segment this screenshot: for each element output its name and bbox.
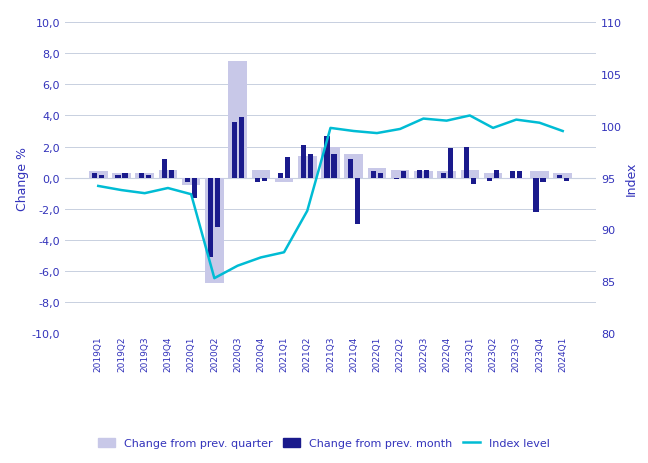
Index level bbox=[489, 126, 497, 131]
Index level bbox=[303, 208, 311, 214]
Y-axis label: Index: Index bbox=[625, 161, 638, 195]
Bar bbox=[185, 178, 191, 183]
Bar bbox=[540, 178, 546, 183]
Bar bbox=[115, 175, 121, 178]
Bar bbox=[394, 178, 399, 180]
Index level bbox=[327, 126, 334, 131]
Bar bbox=[238, 118, 244, 178]
Bar bbox=[424, 170, 430, 178]
Bar bbox=[414, 172, 433, 178]
Bar bbox=[517, 172, 522, 178]
Index level bbox=[95, 184, 102, 189]
Index level bbox=[536, 121, 544, 126]
Bar bbox=[89, 172, 108, 178]
Index level bbox=[141, 191, 148, 197]
Bar bbox=[371, 172, 376, 178]
Index level bbox=[234, 263, 242, 269]
Index level bbox=[117, 188, 125, 194]
Bar bbox=[146, 175, 151, 178]
Index level bbox=[513, 118, 520, 123]
Line: Index level: Index level bbox=[98, 116, 562, 279]
Bar bbox=[321, 147, 340, 178]
Bar bbox=[122, 174, 128, 178]
Bar bbox=[417, 170, 422, 178]
Bar bbox=[553, 174, 572, 178]
Bar bbox=[441, 174, 446, 178]
Bar bbox=[139, 174, 144, 178]
Bar bbox=[448, 149, 453, 178]
Index level bbox=[164, 186, 172, 191]
Bar bbox=[401, 172, 406, 178]
Bar bbox=[533, 178, 538, 213]
Bar bbox=[205, 178, 224, 284]
Bar bbox=[169, 170, 174, 178]
Bar bbox=[308, 155, 313, 178]
Index level bbox=[466, 113, 474, 119]
Bar bbox=[391, 170, 410, 178]
Bar bbox=[285, 158, 290, 178]
Bar bbox=[301, 146, 307, 178]
Bar bbox=[112, 174, 131, 178]
Bar bbox=[275, 178, 294, 183]
Bar bbox=[182, 178, 200, 186]
Bar bbox=[255, 178, 260, 183]
Bar bbox=[278, 174, 283, 178]
Legend: Change from prev. quarter, Change from prev. month, Index level: Change from prev. quarter, Change from p… bbox=[94, 433, 554, 453]
Bar bbox=[461, 170, 479, 178]
Bar bbox=[208, 178, 213, 257]
Bar bbox=[162, 160, 167, 178]
Bar bbox=[325, 137, 330, 178]
Y-axis label: Change %: Change % bbox=[16, 146, 29, 210]
Bar bbox=[331, 155, 336, 178]
Bar bbox=[92, 174, 97, 178]
Bar bbox=[354, 178, 360, 225]
Index level bbox=[257, 255, 264, 261]
Bar bbox=[231, 122, 237, 178]
Index level bbox=[373, 131, 381, 137]
Bar bbox=[494, 170, 499, 178]
Bar bbox=[378, 174, 383, 178]
Bar bbox=[367, 169, 386, 178]
Bar bbox=[507, 178, 526, 180]
Index level bbox=[211, 276, 218, 282]
Bar bbox=[135, 174, 154, 178]
Bar bbox=[99, 175, 104, 178]
Bar bbox=[192, 178, 197, 199]
Bar bbox=[228, 62, 247, 178]
Bar bbox=[298, 156, 316, 178]
Bar bbox=[251, 170, 270, 178]
Index level bbox=[350, 129, 358, 134]
Bar bbox=[348, 160, 353, 178]
Index level bbox=[559, 129, 566, 134]
Bar bbox=[215, 178, 220, 228]
Bar bbox=[262, 178, 267, 181]
Bar bbox=[564, 178, 569, 181]
Index level bbox=[443, 119, 450, 124]
Bar bbox=[159, 170, 177, 178]
Index level bbox=[187, 192, 195, 198]
Bar bbox=[557, 175, 562, 178]
Bar bbox=[484, 174, 502, 178]
Bar bbox=[437, 172, 456, 178]
Bar bbox=[510, 172, 515, 178]
Bar bbox=[345, 155, 363, 178]
Index level bbox=[419, 117, 427, 122]
Index level bbox=[280, 250, 288, 256]
Bar bbox=[530, 172, 549, 178]
Bar bbox=[464, 147, 469, 178]
Bar bbox=[470, 178, 476, 184]
Bar bbox=[487, 178, 492, 181]
Index level bbox=[397, 127, 404, 132]
